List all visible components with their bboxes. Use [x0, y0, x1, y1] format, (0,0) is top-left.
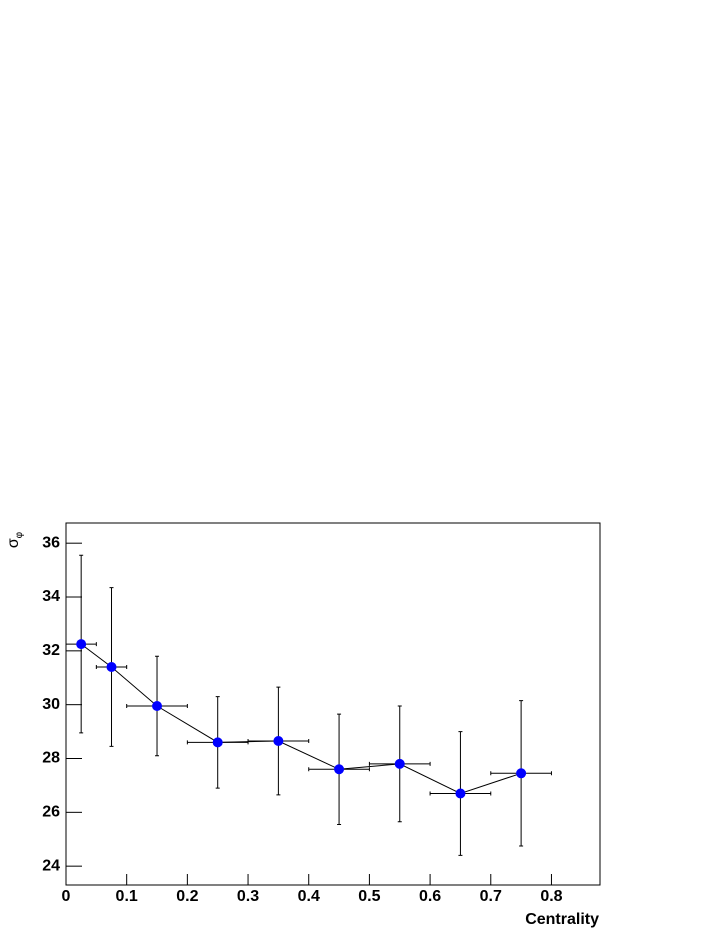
frame	[65, 522, 601, 886]
point	[152, 701, 163, 712]
y-label-main: σ	[5, 538, 22, 548]
point	[273, 736, 284, 747]
x-tick-label: 0.4	[298, 888, 320, 905]
x-tick-label: 0.5	[358, 888, 380, 905]
y-tick-label: 36	[42, 534, 60, 551]
y-axis-label: σφ	[5, 531, 24, 548]
y-label-sub: φ	[14, 531, 25, 538]
x-tick-label: 0.1	[116, 888, 138, 905]
point	[106, 661, 117, 672]
x-tick-label: 0.6	[419, 888, 441, 905]
point	[212, 737, 223, 748]
y-tick-label: 26	[42, 804, 60, 821]
y-tick-label: 24	[42, 857, 60, 874]
point	[334, 764, 345, 775]
y-tick-label: 32	[42, 642, 60, 659]
x-axis-label: Centrality	[525, 911, 599, 928]
x-tick-label: 0.3	[237, 888, 259, 905]
y-tick-label: 34	[42, 588, 60, 605]
point	[516, 768, 527, 779]
x-tick-label: 0.8	[540, 888, 562, 905]
y-tick-label: 28	[42, 750, 60, 767]
x-tick-label: 0.2	[176, 888, 198, 905]
y-tick-label: 30	[42, 696, 60, 713]
point	[455, 788, 466, 799]
point	[76, 639, 87, 650]
line	[80, 643, 522, 795]
point	[394, 758, 405, 769]
x-tick-label: 0.7	[480, 888, 502, 905]
x-tick-label: 0	[62, 888, 71, 905]
